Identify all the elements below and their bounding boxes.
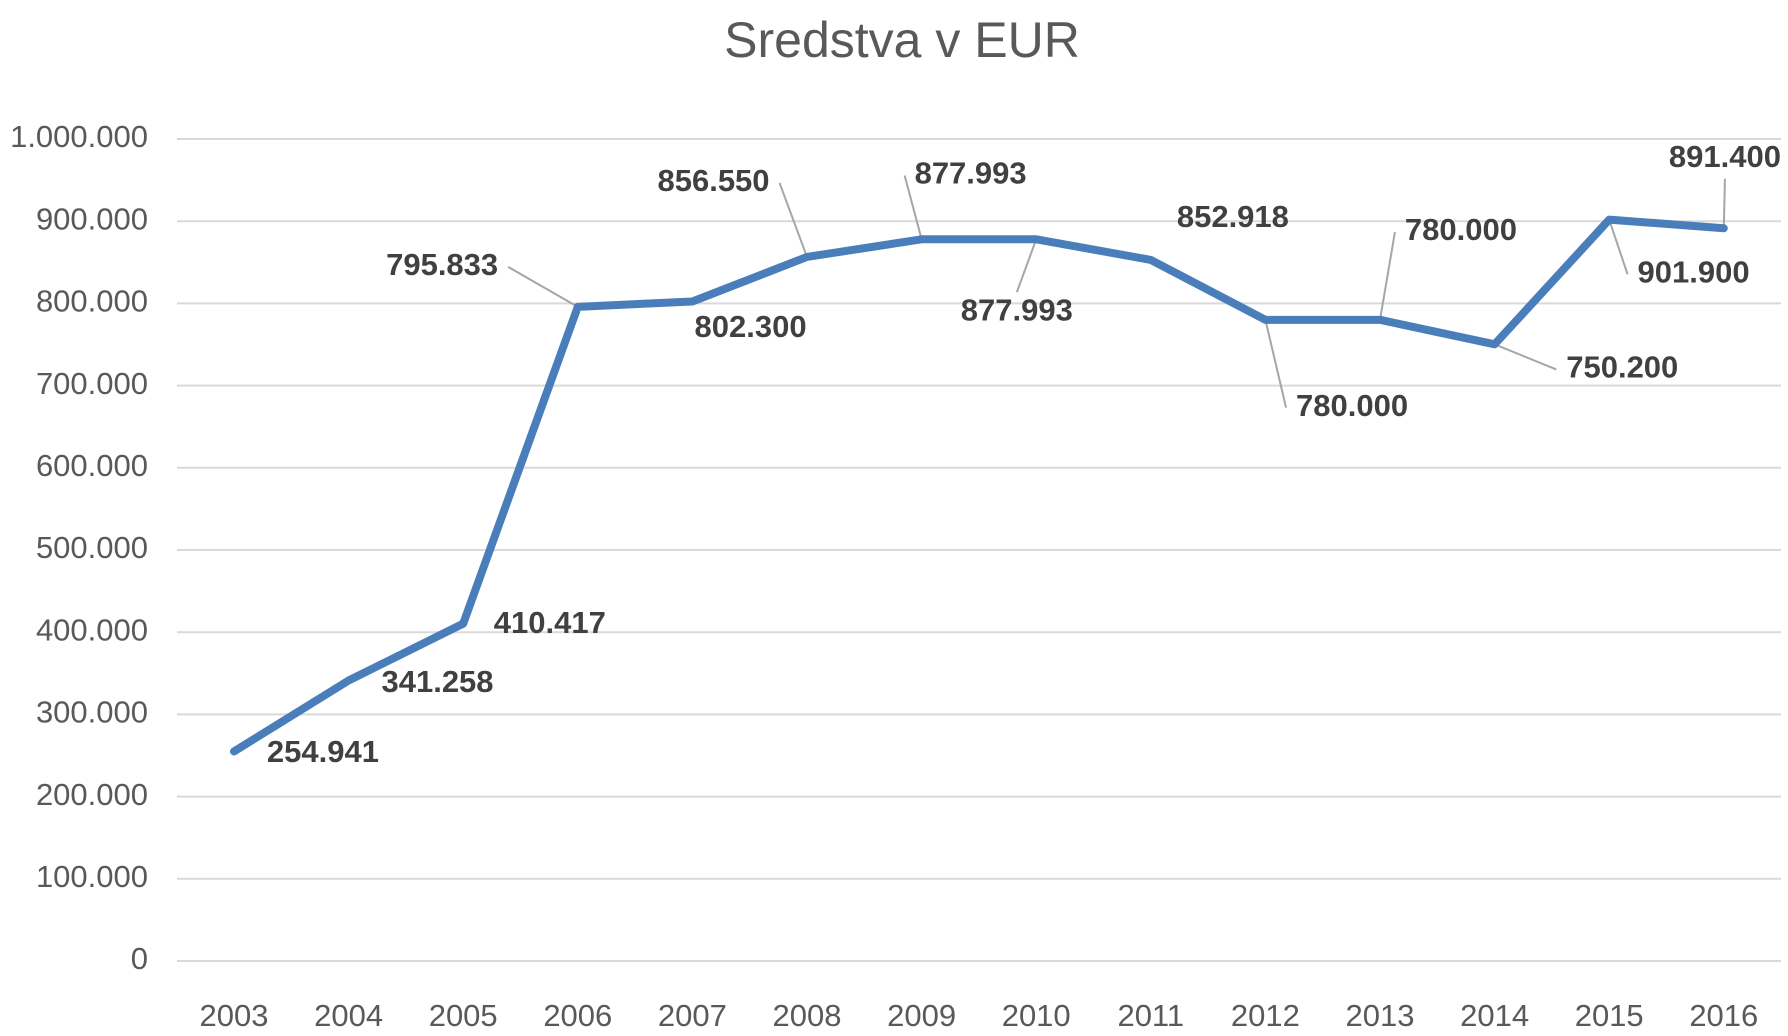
x-tick-label: 2013 (1346, 998, 1415, 1033)
data-label: 891.400 (1669, 139, 1781, 174)
x-tick-label: 2005 (429, 998, 498, 1033)
x-tick-label: 2009 (887, 998, 956, 1033)
leader-line (903, 175, 923, 240)
x-tick-label: 2015 (1575, 998, 1644, 1033)
leader-line (1264, 319, 1288, 408)
y-tick-label: 0 (131, 941, 148, 976)
leader-line (1494, 343, 1557, 371)
x-tick-label: 2012 (1231, 998, 1300, 1033)
data-label: 852.918 (1177, 199, 1289, 234)
data-label: 410.417 (494, 605, 606, 640)
y-tick-label: 200.000 (36, 777, 148, 812)
y-tick-label: 900.000 (36, 201, 148, 236)
data-label: 901.900 (1638, 255, 1750, 290)
data-label: 802.300 (695, 309, 807, 344)
data-label: 750.200 (1566, 350, 1678, 385)
data-label: 877.993 (915, 156, 1027, 191)
y-tick-label: 300.000 (36, 695, 148, 730)
x-tick-label: 2011 (1117, 998, 1184, 1033)
leader-line (778, 182, 808, 258)
data-label: 254.941 (267, 734, 379, 769)
y-tick-label: 700.000 (36, 366, 148, 401)
x-tick-label: 2016 (1689, 998, 1758, 1033)
x-tick-label: 2006 (543, 998, 612, 1033)
y-tick-label: 1.000.000 (10, 119, 148, 154)
y-tick-label: 100.000 (36, 859, 148, 894)
data-label: 856.550 (657, 163, 769, 198)
leader-line (1015, 238, 1038, 293)
data-label: 341.258 (381, 664, 493, 699)
leader-line (1722, 178, 1726, 229)
data-label: 795.833 (386, 247, 498, 282)
data-label: 877.993 (961, 292, 1073, 327)
y-tick-label: 500.000 (36, 530, 148, 565)
x-tick-label: 2014 (1460, 998, 1529, 1033)
y-tick-label: 600.000 (36, 448, 148, 483)
data-label: 780.000 (1405, 212, 1517, 247)
leader-line (507, 266, 579, 308)
y-tick-label: 400.000 (36, 612, 148, 647)
line (230, 215, 1728, 756)
x-tick-label: 2007 (658, 998, 727, 1033)
leader-line (1608, 219, 1629, 275)
leader-line (1379, 231, 1396, 321)
y-tick-label: 800.000 (36, 284, 148, 319)
x-tick-label: 2004 (314, 998, 383, 1033)
data-label: 780.000 (1296, 388, 1408, 423)
x-tick-label: 2010 (1002, 998, 1071, 1033)
x-tick-label: 2008 (773, 998, 842, 1033)
x-tick-label: 2003 (200, 998, 269, 1033)
chart-title: Sredstva v EUR (724, 12, 1080, 68)
